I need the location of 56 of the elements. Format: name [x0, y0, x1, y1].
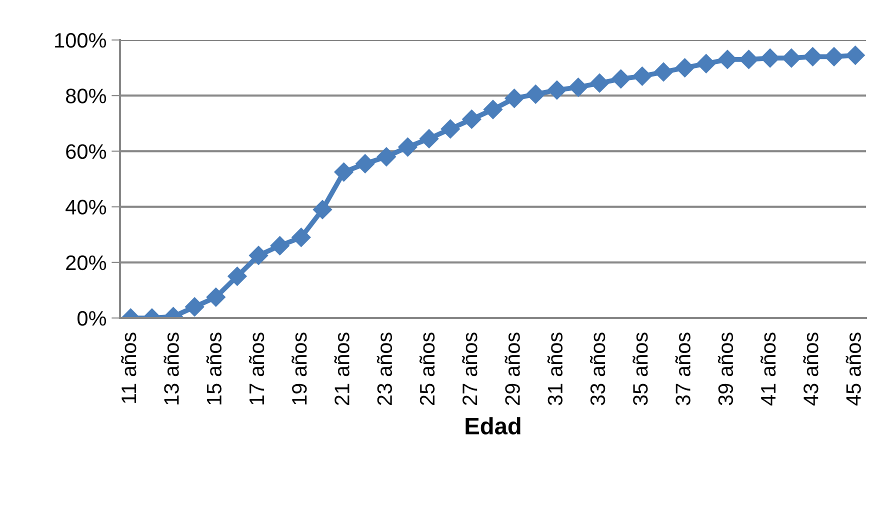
point	[675, 58, 694, 78]
x-tick-label: 35 años	[632, 332, 648, 406]
x-tick-label: 15 años	[206, 332, 222, 404]
point	[206, 288, 226, 307]
point	[356, 154, 375, 174]
x-tick-label: 17 años	[248, 332, 264, 404]
x-tick-label: 27 años	[462, 332, 478, 405]
y-tick-label: 100%	[55, 33, 106, 48]
point	[462, 110, 482, 129]
point	[568, 78, 588, 97]
x-tick-label: 23 años	[376, 332, 392, 405]
point	[420, 129, 439, 148]
point	[526, 84, 546, 104]
point	[611, 69, 630, 88]
x-tick-label: 45 años	[846, 332, 861, 406]
point	[718, 50, 737, 69]
x-axis-title: Edad	[466, 417, 520, 434]
point	[590, 74, 610, 93]
point	[504, 88, 524, 108]
point	[696, 54, 716, 74]
x-tick-label: 33 años	[590, 332, 606, 406]
x-tick-label: 43 años	[803, 332, 818, 406]
point	[228, 266, 247, 286]
point	[846, 46, 865, 65]
point	[376, 147, 396, 166]
x-tick-label: 31 años	[547, 332, 563, 406]
y-tick-label: 0%	[78, 311, 106, 326]
point	[547, 80, 566, 100]
y-tick-label: 80%	[66, 88, 106, 104]
x-tick-label: 29 años	[504, 332, 520, 405]
y-tick-label: 40%	[66, 200, 106, 215]
y-tick-label: 20%	[66, 255, 106, 270]
point	[334, 162, 354, 182]
point	[760, 48, 780, 68]
point	[440, 119, 460, 138]
x-tick-label: 21 años	[334, 332, 350, 405]
point	[803, 47, 822, 66]
point	[270, 236, 290, 256]
point	[632, 66, 652, 86]
point	[654, 62, 674, 82]
x-tick-label: 41 años	[760, 332, 776, 406]
point	[249, 246, 268, 265]
point	[185, 297, 204, 316]
x-tick-label: 25 años	[420, 332, 435, 405]
point	[292, 228, 311, 247]
x-tick-label: 37 años	[675, 332, 690, 406]
point	[483, 100, 503, 120]
point	[739, 50, 758, 69]
x-tick-label: 13 años	[164, 332, 179, 404]
point	[398, 137, 418, 157]
point	[312, 200, 332, 220]
y-tick-label: 60%	[66, 144, 106, 159]
x-tick-label: 39 años	[718, 332, 734, 406]
x-tick-label: 19 años	[292, 332, 307, 404]
point	[782, 48, 801, 68]
x-tick-label: 11 años	[121, 332, 136, 403]
